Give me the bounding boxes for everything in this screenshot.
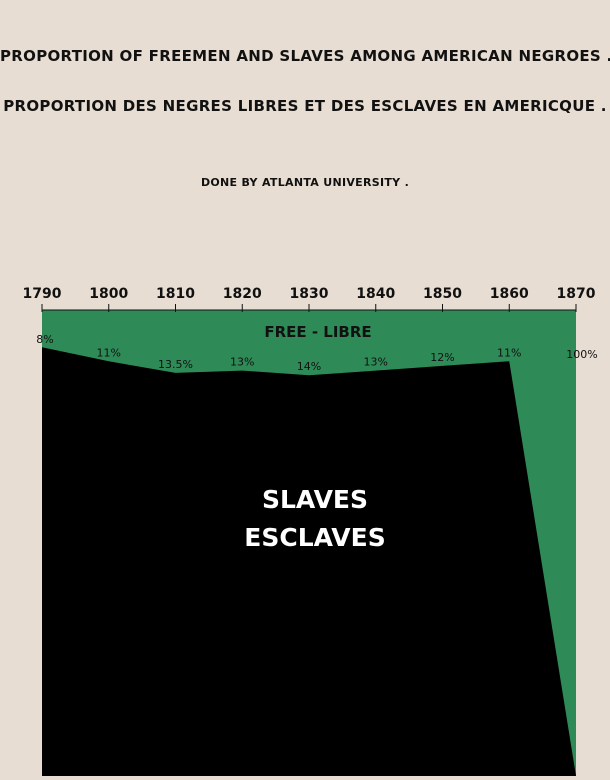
data-label-1820: 13% — [230, 356, 254, 369]
x-tick-label-1850: 1850 — [423, 286, 462, 302]
data-label-1800: 11% — [97, 346, 121, 359]
series-label-free: FREE - LIBRE — [264, 323, 371, 341]
x-tick-label-1840: 1840 — [356, 286, 395, 302]
data-label-1830: 14% — [297, 360, 321, 373]
slaves-area — [42, 347, 576, 776]
x-tick-label-1870: 1870 — [557, 286, 596, 302]
x-tick-label-1800: 1800 — [89, 286, 128, 302]
data-label-1810: 13.5% — [158, 358, 193, 371]
x-tick-label-1830: 1830 — [290, 286, 329, 302]
data-label-1840: 13% — [364, 356, 388, 369]
x-tick-label-1820: 1820 — [223, 286, 262, 302]
x-tick-label-1790: 1790 — [23, 286, 62, 302]
x-tick-label-1810: 1810 — [156, 286, 195, 302]
data-label-1870: 100% — [566, 348, 597, 361]
series-label-esclaves: ESCLAVES — [244, 523, 385, 552]
data-label-1850: 12% — [430, 351, 454, 364]
series-label-slaves: SLAVES — [262, 485, 368, 514]
x-tick-label-1860: 1860 — [490, 286, 529, 302]
data-label-1790: 8% — [36, 333, 53, 346]
data-label-1860: 11% — [497, 346, 521, 359]
